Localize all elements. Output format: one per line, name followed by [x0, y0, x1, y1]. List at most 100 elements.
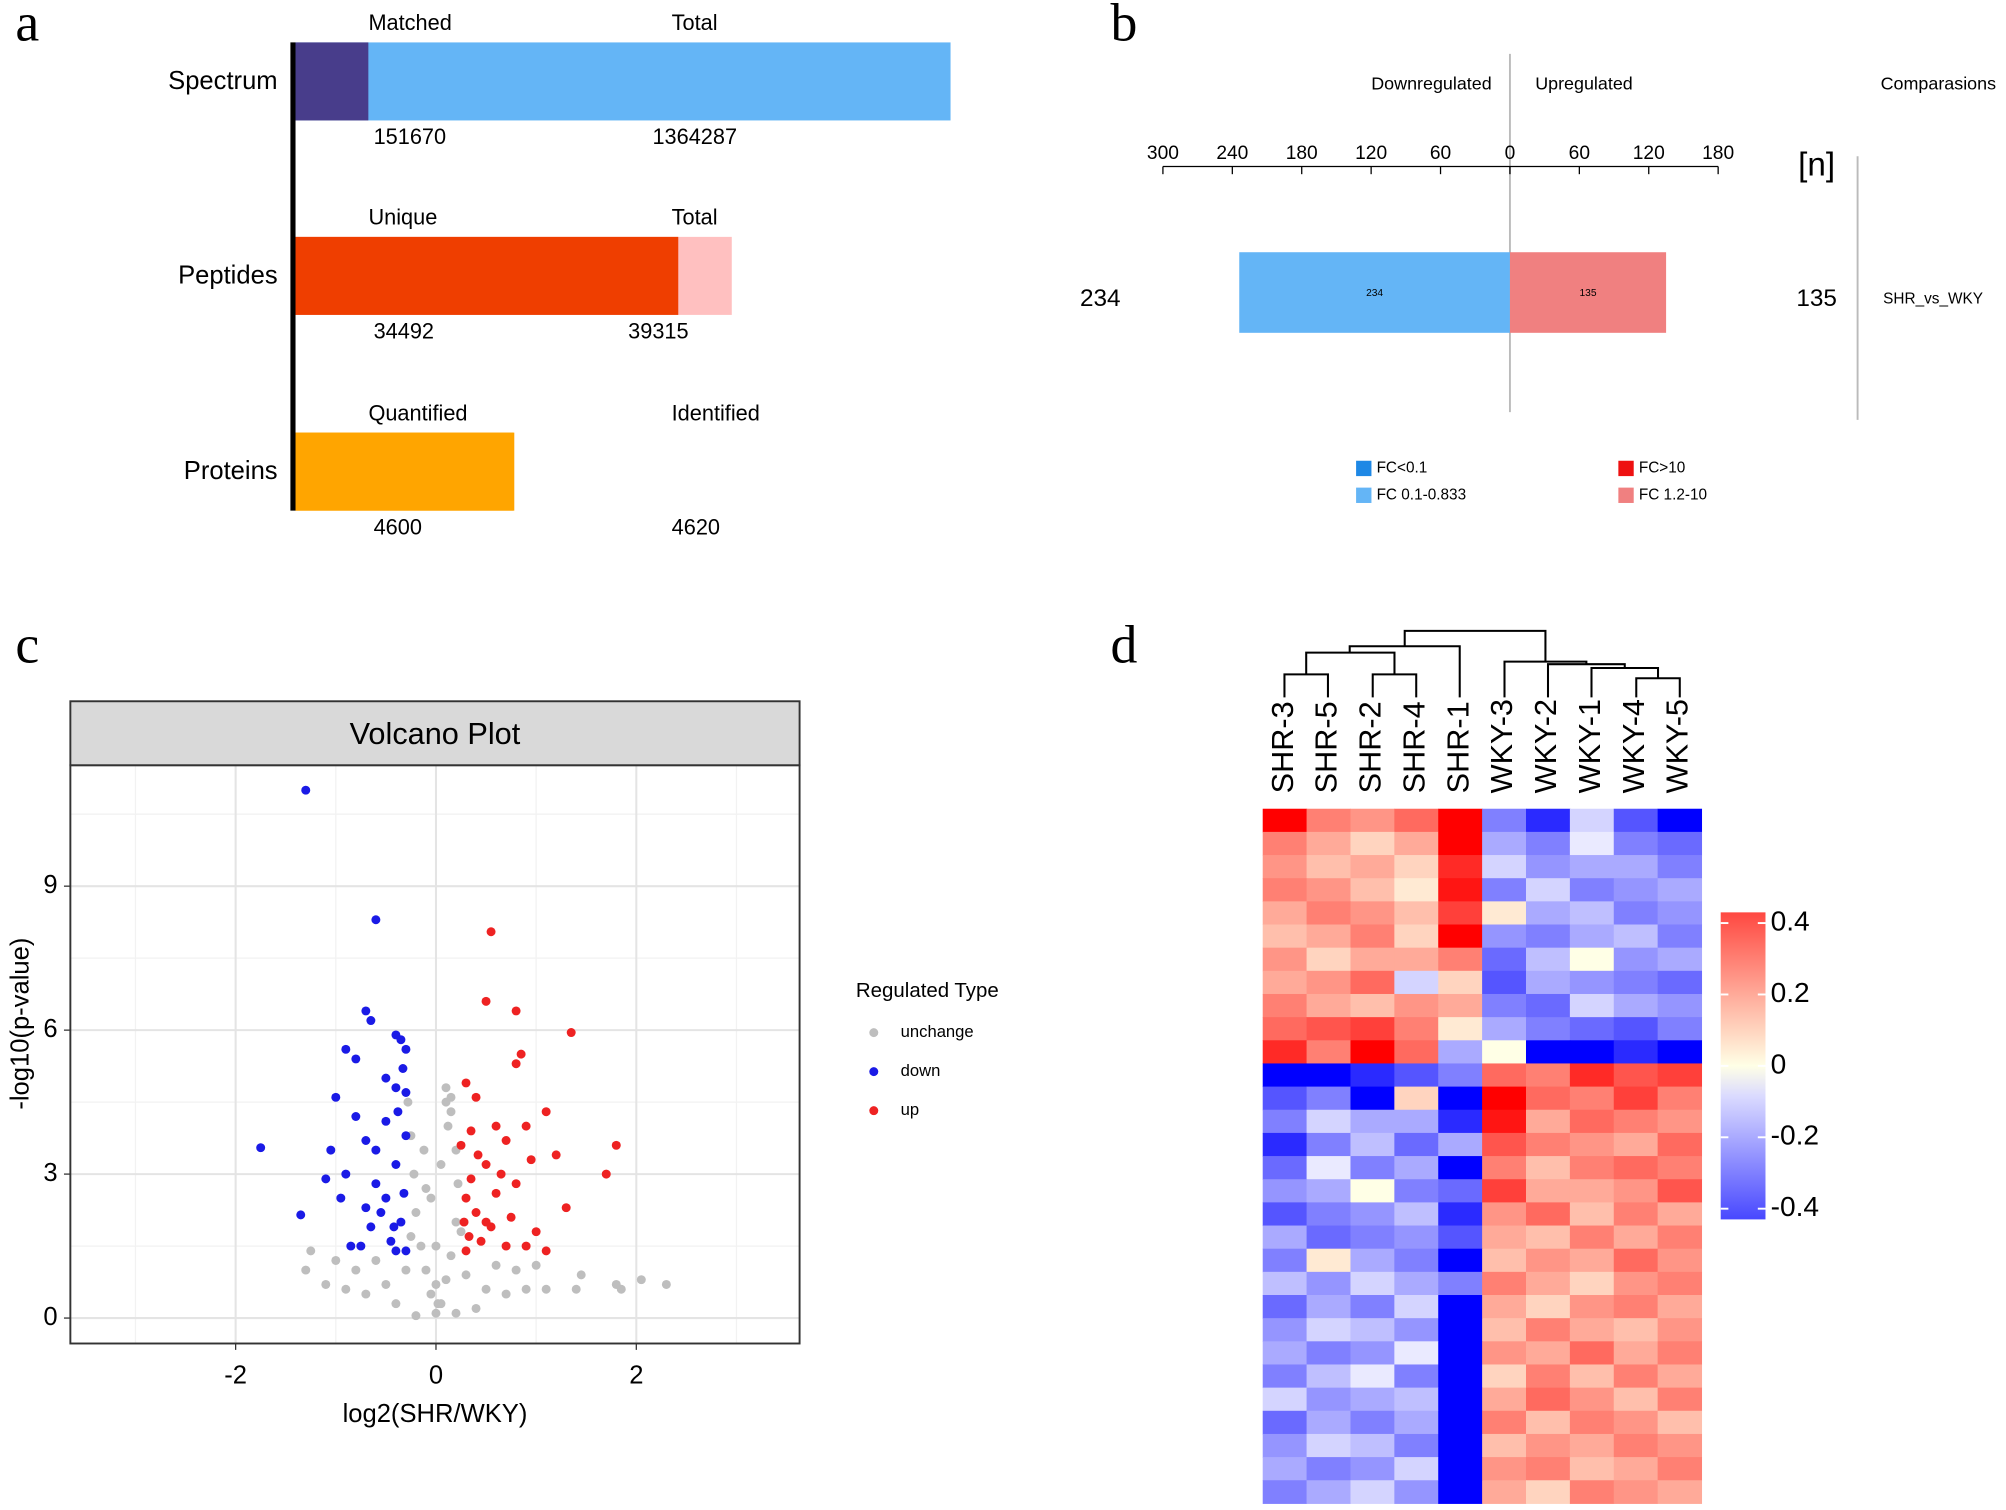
category-label: Proteins	[184, 457, 278, 485]
heatmap-cell	[1350, 1387, 1395, 1412]
heatmap-cell	[1262, 1179, 1308, 1203]
point	[321, 1279, 331, 1289]
legend-swatch	[1618, 487, 1634, 503]
heatmap-cell	[1350, 1480, 1395, 1504]
heatmap-cell	[1350, 970, 1395, 995]
point	[396, 1035, 406, 1045]
point	[461, 1246, 471, 1256]
heatmap-cell	[1438, 1248, 1483, 1273]
heatmap-cell	[1438, 1179, 1483, 1203]
heatmap-cell	[1613, 1248, 1659, 1273]
point	[461, 1270, 471, 1280]
heatmap-cell	[1306, 1410, 1351, 1435]
point	[441, 1275, 451, 1285]
point	[356, 1241, 366, 1251]
colorbar-label: 0.4	[1771, 906, 1810, 937]
point	[459, 1217, 469, 1227]
point	[361, 1289, 371, 1299]
point	[511, 1006, 521, 1016]
heatmap-cell	[1525, 1063, 1571, 1088]
heatmap-cell	[1569, 1364, 1615, 1389]
bar-label: 234	[1366, 288, 1383, 299]
point	[441, 1083, 451, 1093]
bar	[1239, 252, 1510, 333]
point	[426, 1193, 436, 1203]
heatmap-cell	[1262, 1040, 1308, 1064]
heatmap-cell	[1350, 1202, 1395, 1227]
heatmap-cell	[1613, 947, 1659, 972]
heatmap-cell	[1613, 1457, 1659, 1481]
heatmap-cell	[1657, 1202, 1703, 1227]
point	[346, 1241, 356, 1251]
heatmap-cell	[1569, 1202, 1615, 1227]
heatmap-cell	[1613, 1132, 1659, 1157]
point	[453, 1179, 463, 1189]
heatmap-cell	[1613, 1109, 1659, 1134]
heatmap-cell	[1569, 901, 1615, 926]
y-tick-label: 9	[43, 871, 57, 899]
heatmap-cell	[1525, 924, 1571, 949]
heatmap-cell	[1262, 1480, 1308, 1504]
heatmap-cell	[1438, 1086, 1483, 1111]
heatmap-cell	[1306, 1457, 1351, 1481]
value-label: 34492	[374, 319, 434, 344]
heatmap-cell	[1306, 901, 1351, 926]
heatmap-cell	[1525, 1341, 1571, 1365]
heatmap-cell	[1438, 878, 1483, 902]
point	[521, 1241, 531, 1251]
heatmap-cell	[1613, 1086, 1659, 1111]
heatmap-cell	[1350, 1063, 1395, 1088]
heatmap-cell	[1306, 855, 1351, 879]
heatmap-cell	[1525, 1156, 1571, 1180]
heatmap-cell	[1569, 1271, 1615, 1296]
point	[431, 1279, 441, 1289]
heatmap-cell	[1262, 1225, 1308, 1250]
heatmap-cell	[1482, 1179, 1527, 1203]
point	[371, 1255, 381, 1265]
heatmap-cell	[1262, 1248, 1308, 1273]
heatmap-cell	[1438, 1040, 1483, 1064]
point	[391, 1299, 401, 1309]
column-label: SHR-4	[1396, 701, 1431, 793]
heatmap-cell	[1350, 1132, 1395, 1157]
heatmap-cell	[1569, 1179, 1615, 1203]
legend-label: up	[901, 1100, 920, 1119]
heatmap-cell	[1438, 1318, 1483, 1342]
heatmap-cell	[1438, 1457, 1483, 1481]
heatmap-cell	[1482, 1109, 1527, 1134]
panel-label: c	[15, 614, 39, 674]
heatmap-cell	[1657, 808, 1703, 833]
heatmap-cell	[1657, 1364, 1703, 1389]
heatmap-cell	[1613, 924, 1659, 949]
heatmap-cell	[1394, 993, 1439, 1018]
column-label: WKY-4	[1616, 699, 1651, 793]
heatmap-cell	[1613, 1179, 1659, 1203]
heatmap-cell	[1350, 1225, 1395, 1250]
heatmap-cell	[1657, 1387, 1703, 1412]
heatmap-cell	[1394, 808, 1439, 833]
heatmap-cell	[1438, 1480, 1483, 1504]
legend-marker	[869, 1028, 879, 1038]
heatmap-cell	[1525, 1109, 1571, 1134]
heatmap-cell	[1525, 855, 1571, 879]
heatmap-cell	[1350, 1433, 1395, 1458]
heatmap-cell	[1525, 1364, 1571, 1389]
heatmap-cell	[1525, 1457, 1571, 1481]
heatmap-cell	[1657, 1271, 1703, 1296]
point	[421, 1184, 431, 1193]
heatmap-cell	[1613, 993, 1659, 1018]
point	[441, 1097, 451, 1107]
heatmap-cell	[1394, 1179, 1439, 1203]
x-tick-label: 0	[1505, 143, 1516, 164]
heatmap-cell	[1482, 901, 1527, 926]
legend-label: FC<0.1	[1377, 459, 1428, 476]
column-label: WKY-5	[1660, 699, 1695, 793]
x-tick-label: -2	[224, 1362, 247, 1390]
heatmap-cell	[1262, 924, 1308, 949]
heatmap-cell	[1438, 1017, 1483, 1041]
heatmap-cell	[1394, 1364, 1439, 1389]
point	[491, 1260, 501, 1270]
point	[531, 1260, 541, 1270]
point	[306, 1246, 316, 1256]
point	[411, 1208, 421, 1217]
